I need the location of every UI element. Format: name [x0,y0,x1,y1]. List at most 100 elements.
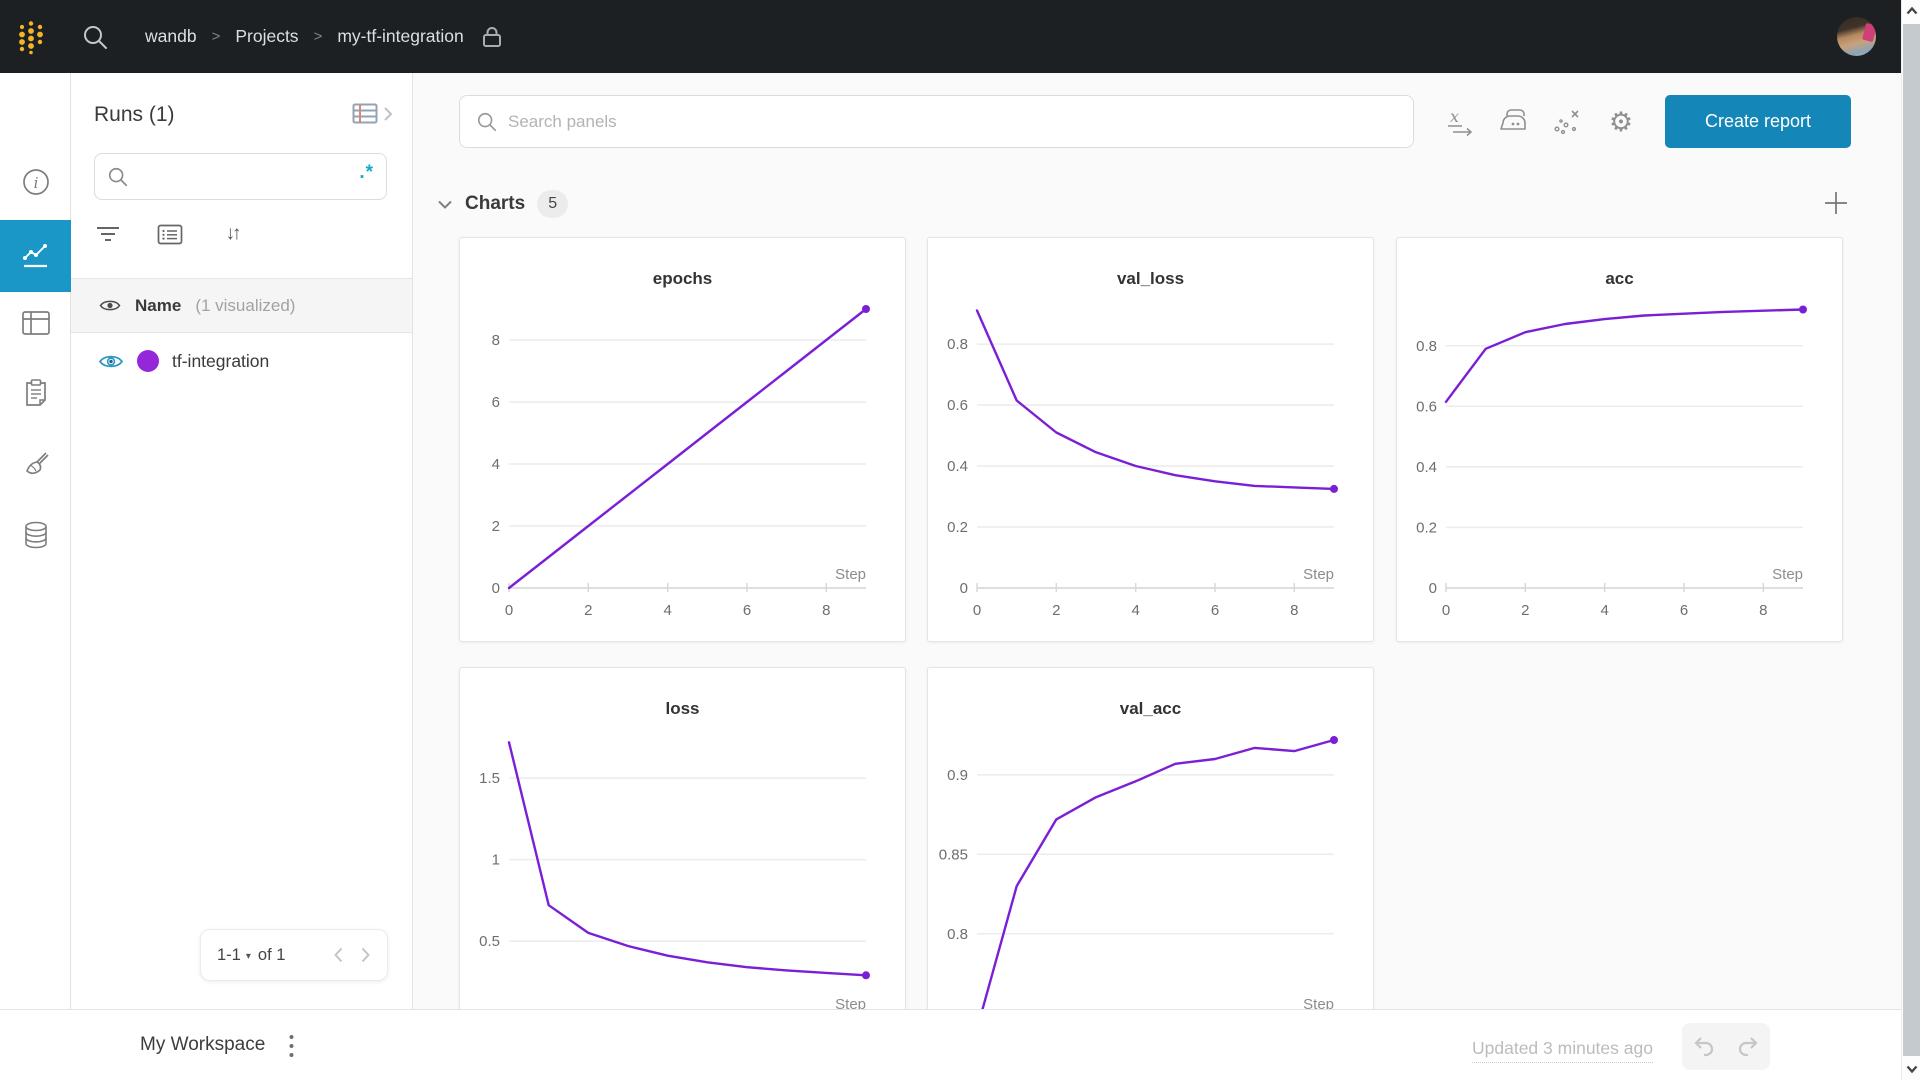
svg-text:8: 8 [1290,602,1298,619]
sidebar-item-artifacts[interactable] [0,503,71,567]
chart-panel-loss[interactable]: loss 1.510.502468Step [459,667,906,1009]
svg-text:0: 0 [492,580,500,597]
svg-text:2: 2 [1052,602,1060,619]
sidebar-item-charts[interactable] [0,220,71,292]
runs-title: Runs (1) [94,103,175,126]
workspace-settings-button[interactable]: ⚙ [1601,102,1641,142]
charts-section-title[interactable]: Charts [465,193,526,214]
sidebar-item-table[interactable] [0,291,71,355]
panel-search-box[interactable] [459,95,1414,148]
chart-panel-epochs[interactable]: epochs 8 6 4 2 0 0 2 4 6 8 Step [459,237,906,642]
runs-pagination: 1-1 ▾ of 1 [200,929,388,981]
group-button[interactable] [156,221,184,247]
svg-text:4: 4 [664,602,672,619]
charts-count-badge: 5 [537,190,569,218]
expand-run-table-button[interactable] [352,103,394,124]
run-color-dot[interactable] [137,350,159,372]
chart-plot[interactable]: 0.90.850.802468Step [928,668,1375,1009]
svg-text:1.5: 1.5 [479,770,500,787]
chart-title: val_loss [1116,269,1185,288]
svg-text:0.8: 0.8 [947,336,968,353]
filter-button[interactable] [94,221,122,247]
x-axis-icon: x [1448,107,1473,137]
add-panel-button[interactable] [1821,188,1851,218]
page-scrollbar[interactable] [1901,0,1920,1080]
chart-plot[interactable]: 1.510.502468Step [460,668,907,1009]
chart-title: epochs [652,269,713,288]
svg-text:0.2: 0.2 [947,519,968,536]
name-column-label: Name [135,295,182,315]
x-axis-settings-button[interactable]: x [1440,102,1480,142]
scrollbar-thumb[interactable] [1903,24,1920,1056]
avatar-photo [1862,22,1876,43]
workspace-name[interactable]: My Workspace [140,1034,266,1055]
svg-text:6: 6 [1211,602,1219,619]
sidebar-item-notes[interactable] [0,361,71,425]
sidebar-item-overview[interactable]: i [0,150,71,214]
clipboard-icon [25,379,46,406]
page-size-caret-icon[interactable]: ▾ [245,951,251,962]
chart-title: acc [1605,269,1634,288]
regex-toggle[interactable]: .* [359,161,374,183]
svg-text:0.6: 0.6 [947,397,968,414]
chevron-down-icon[interactable] [437,199,453,210]
breadcrumb-projects[interactable]: Projects [235,26,299,46]
gear-icon: ⚙ [1608,106,1634,137]
runs-visibility-header[interactable]: Name (1 visualized) [71,278,412,333]
svg-text:i: i [33,174,38,192]
scroll-down-button[interactable] [1902,1058,1920,1080]
panel-search-input[interactable] [508,111,1397,132]
chart-panel-val-acc[interactable]: val_acc 0.90.850.802468Step [927,667,1374,1009]
svg-text:Step: Step [835,566,866,583]
breadcrumb-org[interactable]: wandb [145,26,197,46]
chart-panel-val-loss[interactable]: val_loss 0.8 0.6 0.4 0.2 0 0 2 4 6 8 Step [927,237,1374,642]
svg-text:0.4: 0.4 [947,458,968,475]
wandb-logo-icon[interactable] [17,19,45,55]
sort-icon: ↓↑ [225,223,242,244]
prev-page-icon[interactable] [333,946,344,964]
history-controls [1682,1023,1770,1070]
updated-timestamp[interactable]: Updated 3 minutes ago [1472,1038,1653,1063]
svg-text:0.5: 0.5 [479,933,500,950]
scroll-up-button[interactable] [1902,0,1920,22]
chevron-down-icon [1906,1065,1917,1073]
run-visible-eye-icon[interactable] [98,353,124,370]
chart-plot[interactable]: 0.8 0.6 0.4 0.2 00 2 4 6 8 Step [1397,238,1844,643]
run-table-icon [352,103,378,124]
svg-text:0: 0 [1442,602,1450,619]
lock-icon [482,26,501,47]
outliers-button[interactable] [1547,102,1587,142]
avatar[interactable] [1837,17,1876,56]
runs-search-box[interactable]: .* [94,153,387,200]
search-icon [108,167,128,186]
redo-button[interactable] [1726,1023,1770,1070]
next-page-icon[interactable] [360,946,371,964]
workspace-menu-button[interactable] [281,1030,301,1062]
chart-plot[interactable]: 8 6 4 2 00 2 4 6 8 Step [460,238,907,643]
svg-text:Step: Step [1303,996,1334,1009]
svg-text:0: 0 [1429,580,1437,597]
create-report-button[interactable]: Create report [1665,95,1851,148]
runs-filter-row: ↓↑ [94,221,246,247]
broom-icon [25,452,49,475]
svg-text:8: 8 [1759,602,1767,619]
svg-text:6: 6 [1680,602,1688,619]
undo-button[interactable] [1682,1023,1726,1070]
run-row[interactable]: tf-integration [71,334,412,388]
chart-plot[interactable]: 0.8 0.6 0.4 0.2 00 2 4 6 8 Step [928,238,1375,643]
global-search-icon[interactable] [81,23,109,51]
chart-title: loss [665,699,700,718]
sidebar-item-sweeps[interactable] [0,433,71,497]
breadcrumb-project-name[interactable]: my-tf-integration [337,26,464,46]
workspace-footer: My Workspace Updated 3 minutes ago [0,1009,1901,1080]
chart-panel-acc[interactable]: acc 0.8 0.6 0.4 0.2 0 0 2 4 6 8 Step [1396,237,1843,642]
sort-button[interactable]: ↓↑ [218,221,246,247]
run-name[interactable]: tf-integration [172,350,270,371]
runs-search-input[interactable] [129,167,360,186]
search-icon [477,112,497,131]
svg-text:0.4: 0.4 [1416,459,1437,476]
svg-text:0.6: 0.6 [1416,398,1437,415]
smoothing-button[interactable] [1493,102,1533,142]
undo-icon [1694,1036,1714,1056]
svg-text:Step: Step [1303,566,1334,583]
